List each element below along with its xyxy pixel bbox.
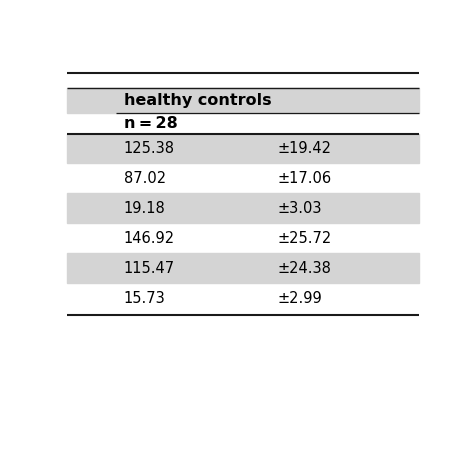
Text: healthy controls: healthy controls	[124, 93, 271, 108]
Text: ±25.72: ±25.72	[278, 231, 332, 246]
Text: 115.47: 115.47	[124, 261, 174, 276]
Text: 146.92: 146.92	[124, 231, 174, 246]
Text: ±3.03: ±3.03	[278, 201, 322, 216]
Bar	[66, 193, 419, 223]
Bar	[66, 88, 419, 113]
Text: 15.73: 15.73	[124, 291, 165, 306]
Text: 125.38: 125.38	[124, 141, 174, 156]
Text: 19.18: 19.18	[124, 201, 165, 216]
Text: ±24.38: ±24.38	[278, 261, 332, 276]
Bar	[66, 134, 419, 164]
Text: 87.02: 87.02	[124, 171, 165, 186]
Text: ±17.06: ±17.06	[278, 171, 332, 186]
Bar	[66, 253, 419, 283]
Text: ±19.42: ±19.42	[278, 141, 332, 156]
Text: ±2.99: ±2.99	[278, 291, 323, 306]
Text: n = 28: n = 28	[124, 116, 177, 131]
